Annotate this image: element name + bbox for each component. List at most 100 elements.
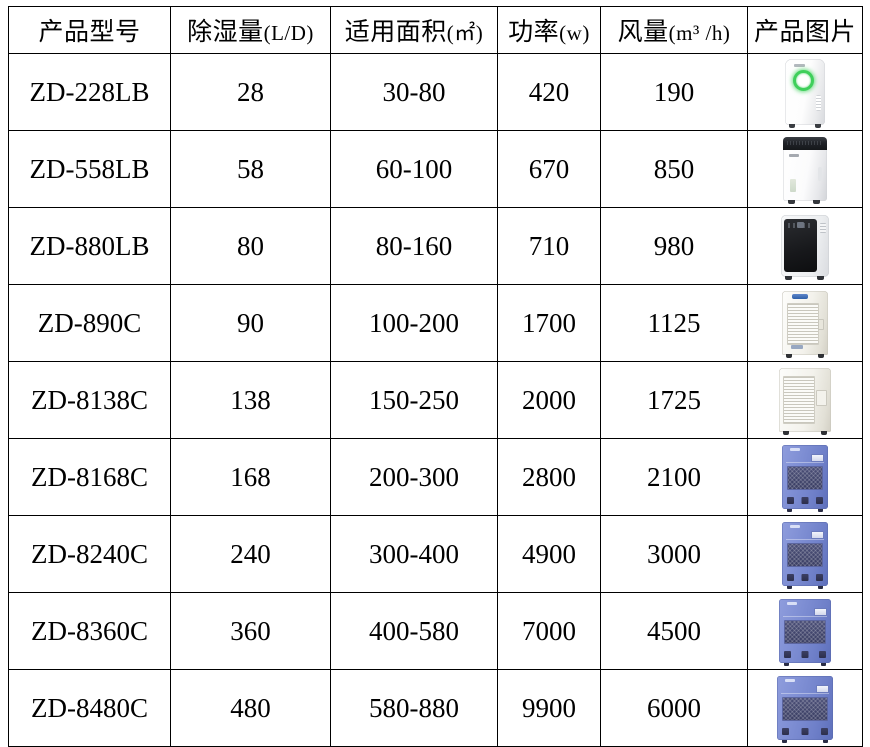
product-image [748, 55, 862, 129]
panel-seam [783, 616, 827, 617]
cell-product-image [747, 284, 863, 362]
cell-capacity: 168 [170, 438, 331, 516]
cell-airflow: 980 [600, 207, 748, 285]
table-row: ZD-8360C 360 400-580 7000 4500 [8, 592, 863, 670]
product-image [748, 440, 862, 514]
cell-model: ZD-890C [8, 284, 171, 362]
cell-capacity: 58 [170, 130, 331, 208]
display-screen [797, 222, 804, 228]
dehumidifier-blue-industrial-wide-icon [779, 599, 831, 666]
side-vent [820, 223, 826, 233]
foot-left [787, 586, 792, 589]
product-image [748, 363, 862, 437]
table-header-row: 产品型号 除湿量(L/D) 适用面积(㎡) 功率(w) 风量(m³ /h) 产品… [8, 6, 863, 54]
foot-right [818, 509, 823, 512]
foot-left [789, 124, 795, 128]
control-panel [783, 137, 827, 150]
column-header-power-unit: (w) [559, 21, 590, 45]
cell-area: 100-200 [330, 284, 498, 362]
product-image [748, 517, 862, 591]
cell-capacity: 240 [170, 515, 331, 593]
table-row: ZD-8138C 138 150-250 2000 1725 [8, 361, 863, 439]
bottom-vent-right [816, 497, 823, 504]
bottom-vent-right [819, 651, 826, 658]
display-screen [814, 608, 827, 616]
table-row: ZD-8168C 168 200-300 2800 2100 [8, 438, 863, 516]
cell-area: 580-880 [330, 669, 498, 747]
cell-product-image [747, 207, 863, 285]
cell-area: 400-580 [330, 592, 498, 670]
cell-product-image [747, 53, 863, 131]
brand-logo [789, 154, 799, 157]
brand-logo [787, 602, 797, 605]
cell-product-image [747, 438, 863, 516]
dehumidifier-black-front-panel-icon [781, 215, 829, 280]
brand-logo [794, 64, 805, 67]
table-row: ZD-558LB 58 60-100 670 850 [8, 130, 863, 208]
foot-left [786, 354, 792, 358]
cell-power: 9900 [497, 669, 601, 747]
cell-airflow: 1125 [600, 284, 748, 362]
foot-left [787, 509, 792, 512]
cell-area: 30-80 [330, 53, 498, 131]
cell-product-image [747, 669, 863, 747]
side-panel [816, 390, 827, 406]
column-header-area: 适用面积(㎡) [330, 6, 498, 54]
cell-power: 2000 [497, 361, 601, 439]
panel-seam [786, 462, 824, 463]
cell-power: 420 [497, 53, 601, 131]
cell-airflow: 190 [600, 53, 748, 131]
column-header-power-label: 功率 [508, 19, 560, 46]
cell-power: 4900 [497, 515, 601, 593]
cell-capacity: 28 [170, 53, 331, 131]
column-header-area-unit: (㎡) [446, 21, 484, 45]
cell-capacity: 480 [170, 669, 331, 747]
side-vent [818, 167, 822, 181]
bottom-vent-left [782, 728, 789, 735]
cell-capacity: 80 [170, 207, 331, 285]
brand-logo [785, 679, 795, 682]
cell-product-image [747, 592, 863, 670]
cell-capacity: 90 [170, 284, 331, 362]
dehumidifier-beige-louvred-cabinet-icon [782, 291, 828, 358]
foot-left [784, 663, 789, 666]
column-header-airflow-unit: (m³ /h) [668, 21, 731, 45]
bottom-vent-right [821, 728, 828, 735]
bottom-vent-center [801, 574, 809, 581]
cell-area: 80-160 [330, 207, 498, 285]
product-image [748, 209, 862, 283]
bottom-vent-center [801, 497, 809, 504]
cell-area: 300-400 [330, 515, 498, 593]
foot-right [817, 276, 824, 280]
bottom-vent-right [816, 574, 823, 581]
cell-airflow: 850 [600, 130, 748, 208]
cell-product-image [747, 515, 863, 593]
table-row: ZD-228LB 28 30-80 420 190 [8, 53, 863, 131]
cell-model: ZD-228LB [8, 53, 171, 131]
column-header-capacity-unit: (L/D) [263, 21, 314, 45]
cell-model: ZD-8138C [8, 361, 171, 439]
column-header-area-label: 适用面积 [344, 19, 447, 46]
cell-model: ZD-8168C [8, 438, 171, 516]
mesh-grille [787, 466, 823, 490]
display-screen [811, 531, 824, 539]
product-image [748, 286, 862, 360]
bottom-vent-left [787, 497, 794, 504]
table-body: ZD-228LB 28 30-80 420 190 ZD-558LB 58 60-100 670… [8, 53, 863, 747]
panel-seam [781, 693, 829, 694]
cell-model: ZD-8240C [8, 515, 171, 593]
product-image [748, 132, 862, 206]
cell-power: 7000 [497, 592, 601, 670]
mesh-grille [784, 620, 826, 644]
water-tank [790, 179, 796, 192]
column-header-airflow: 风量(m³ /h) [600, 6, 748, 54]
brand-logo [791, 345, 803, 349]
column-header-model: 产品型号 [8, 6, 171, 54]
cell-power: 1700 [497, 284, 601, 362]
cell-area: 150-250 [330, 361, 498, 439]
cell-airflow: 1725 [600, 361, 748, 439]
foot-right [813, 200, 820, 204]
dehumidifier-white-black-top-icon [783, 137, 827, 204]
bottom-vent-center [801, 651, 809, 658]
dehumidifier-blue-industrial-icon [782, 445, 828, 512]
